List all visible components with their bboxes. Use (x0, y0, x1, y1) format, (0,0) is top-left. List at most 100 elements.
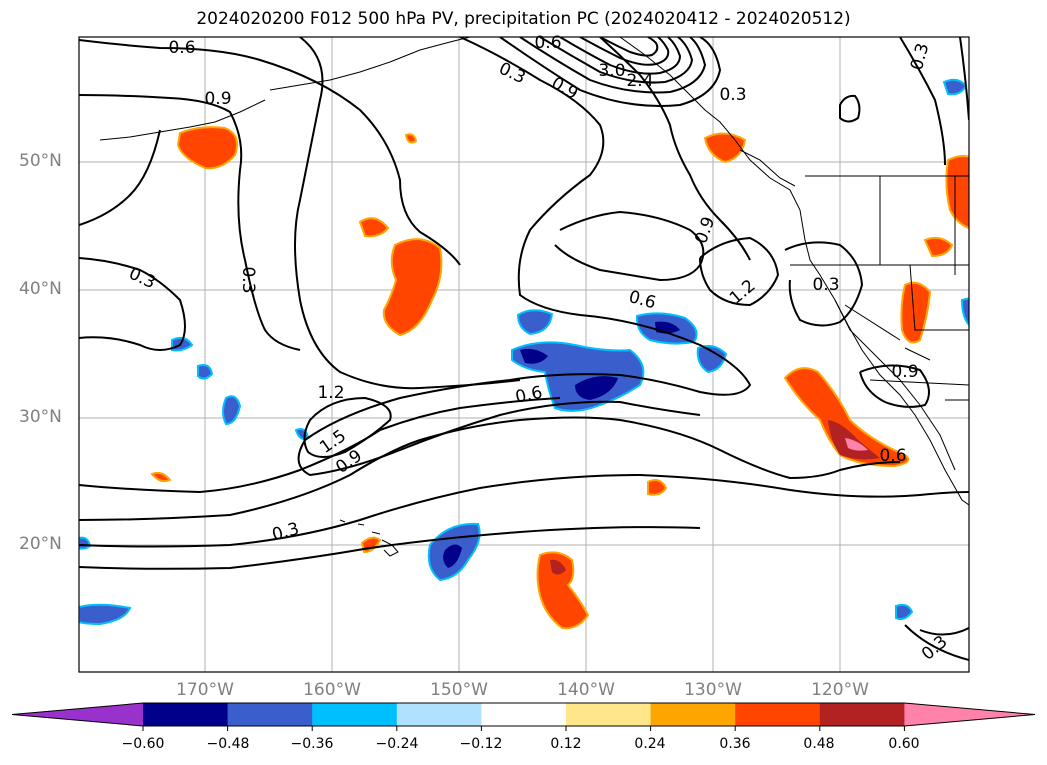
precip-blob (404, 133, 418, 144)
colorbar-extend-high (904, 703, 1035, 726)
precip-blob (150, 471, 172, 483)
contour-line (294, 37, 521, 390)
colorbar-tick-label: −0.24 (375, 736, 419, 752)
contour-label: 0.3 (270, 519, 301, 545)
precip-blob (382, 238, 443, 337)
contour-line (79, 129, 161, 226)
colorbar-segment (819, 703, 905, 726)
contour-line (559, 37, 682, 75)
precip-blob (960, 297, 969, 327)
contour-label: 0.3 (719, 85, 746, 105)
contour-line (79, 94, 301, 351)
north-america-coast (619, 37, 969, 506)
precip-blob (222, 395, 242, 426)
contour-line (839, 94, 861, 123)
plot-frame (78, 36, 970, 673)
state-borders (790, 176, 969, 401)
contour-label: 0.6 (514, 383, 545, 408)
lon-label: 130°W (684, 680, 742, 700)
contour-line (459, 37, 605, 316)
contour-label: 0.9 (204, 89, 231, 109)
lon-label: 160°W (303, 680, 361, 700)
colorbar-tick-label: −0.12 (459, 736, 503, 752)
colorbar-segment (735, 703, 821, 726)
contour-line (699, 236, 780, 307)
map-title: 2024020200 F012 500 hPa PV, precipitatio… (196, 9, 851, 29)
precip-blob (647, 479, 668, 496)
lon-label: 150°W (430, 680, 488, 700)
coastlines (99, 37, 969, 557)
lat-label: 30°N (19, 407, 62, 427)
precip-blob (900, 281, 932, 344)
precip-blob (511, 341, 645, 412)
precip-core (575, 376, 618, 400)
colorbar-segment (396, 703, 482, 726)
contour-line (297, 314, 752, 477)
contour-label: 0.3 (812, 275, 839, 295)
contour-label: 0.6 (879, 446, 906, 466)
pv-contours (79, 37, 969, 661)
alaska-coast (269, 37, 471, 91)
precip-core (443, 544, 462, 568)
contour-label: 1.2 (317, 383, 344, 403)
contour-line (554, 210, 705, 282)
colorbar-segment (650, 703, 736, 726)
colorbar-segment (481, 703, 567, 726)
contour-line (79, 257, 186, 351)
contour-label: 2.4 (626, 71, 653, 91)
precip-blob (703, 132, 747, 164)
contour-line (919, 627, 969, 636)
precip-positive-blobs (150, 126, 969, 630)
contour-line (79, 526, 701, 570)
baja-coast (834, 299, 956, 471)
contour-line (599, 37, 659, 57)
contour-line (499, 37, 722, 107)
colorbar-tick-label: 0.60 (888, 736, 920, 752)
colorbar-tick-label: −0.60 (121, 736, 165, 752)
lon-label: 140°W (557, 680, 615, 700)
colorbar-tick-label: −0.36 (290, 736, 334, 752)
contour-label: 0.3 (918, 632, 952, 665)
contour-label: 0.6 (534, 33, 561, 53)
precip-blob (945, 155, 969, 230)
contour-label: 3.0 (598, 61, 625, 81)
precip-blob (923, 236, 954, 258)
contour-line (539, 37, 694, 84)
hawaii-islands (339, 519, 399, 557)
contour-line (579, 37, 670, 66)
contour-line (899, 37, 946, 166)
contour-label: 0.6 (627, 287, 658, 313)
colorbar-tick-label: −0.48 (206, 736, 250, 752)
borders (790, 175, 969, 401)
colorbar-tick-label: 0.48 (803, 736, 835, 752)
contour-label: 0.6 (168, 38, 195, 58)
contour-line (859, 364, 930, 408)
precip-blob (79, 603, 132, 626)
colorbar-tick-label: 0.12 (550, 736, 582, 752)
contour-line (784, 241, 864, 327)
precip-core (845, 438, 868, 451)
contour-line (79, 39, 461, 266)
precip-negative-blobs (79, 78, 969, 626)
colorbar-segment (312, 703, 398, 726)
contour-line (79, 416, 901, 521)
colorbar (11, 702, 1036, 731)
contour-line (519, 37, 707, 94)
lat-label: 20°N (19, 534, 62, 554)
contour-label: 0.3 (238, 266, 258, 293)
precip-blob (176, 126, 238, 170)
precip-blob (536, 551, 590, 630)
lat-label: 40°N (19, 279, 62, 299)
precip-blob (197, 364, 214, 380)
colorbar-extend-low (12, 703, 143, 726)
lon-label: 170°W (176, 680, 234, 700)
contour-line (303, 396, 392, 458)
contour-line (904, 624, 969, 661)
lon-label: 120°W (811, 680, 869, 700)
colorbar-segment (227, 703, 313, 726)
contour-label: 0.3 (496, 59, 529, 89)
state-borders-2 (844, 304, 931, 361)
colorbar-tick-label: 0.24 (634, 736, 666, 752)
precip-blob (696, 345, 728, 374)
lat-label: 50°N (19, 151, 62, 171)
